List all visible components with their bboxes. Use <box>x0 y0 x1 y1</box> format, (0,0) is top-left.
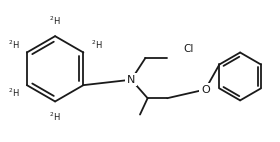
Text: Cl: Cl <box>183 44 194 54</box>
Text: $^{2}$H: $^{2}$H <box>49 110 61 123</box>
Text: N: N <box>127 75 136 85</box>
Text: $^{2}$H: $^{2}$H <box>91 39 102 51</box>
Text: $^{2}$H: $^{2}$H <box>8 87 19 99</box>
Text: $^{2}$H: $^{2}$H <box>8 39 19 51</box>
Text: O: O <box>201 84 210 95</box>
Text: $^{2}$H: $^{2}$H <box>49 15 61 27</box>
